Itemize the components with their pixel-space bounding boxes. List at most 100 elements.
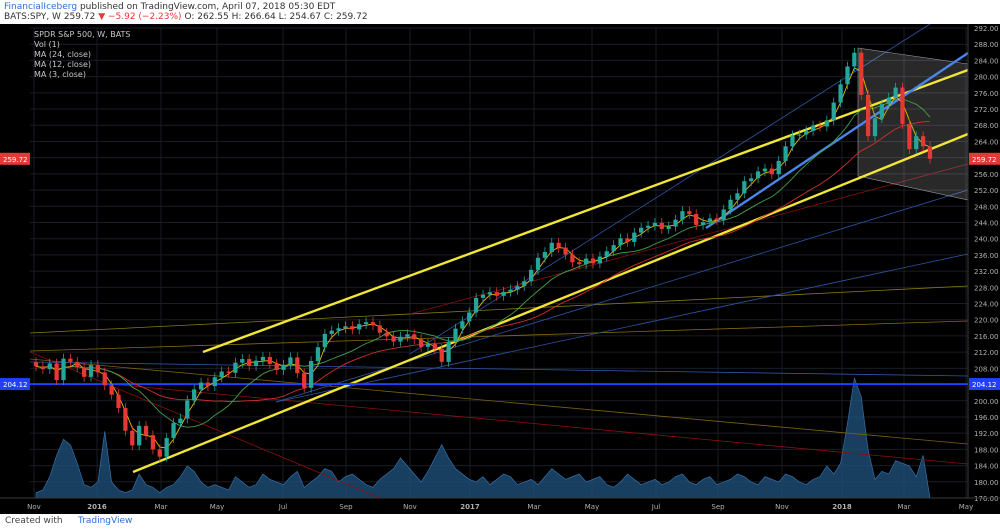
price-tick-label: 196.00 <box>974 414 999 422</box>
candle-body <box>308 361 314 388</box>
candle-body <box>501 291 506 296</box>
candle-body <box>584 258 589 265</box>
legend-title: SPDR S&P 500, W, BATS <box>34 30 131 39</box>
candle-body <box>522 281 527 287</box>
trendline-thin-7 <box>275 253 969 403</box>
candle-body <box>721 209 726 221</box>
author-link[interactable]: FinancialIceberg <box>4 2 78 12</box>
tradingview-logo-link[interactable]: TradingView <box>78 516 133 526</box>
current-price-badge <box>969 152 1000 165</box>
level-badge-left-text: 204.12 <box>3 381 28 389</box>
symbol-line: BATS:SPY, W 259.72 ▼ −5.92 (−2.23%) O: 2… <box>4 12 368 22</box>
legend-item-ma3[interactable]: MA (3, close) <box>34 70 86 79</box>
time-tick-label: Mar <box>897 503 910 511</box>
candle-body <box>226 371 231 373</box>
price-tick-label: 228.00 <box>974 284 999 292</box>
candle-body <box>192 389 197 401</box>
time-tick-label: Nov <box>27 503 41 511</box>
candle-body <box>886 97 891 105</box>
price-tick-label: 200.00 <box>974 398 999 406</box>
candle-body <box>171 423 176 439</box>
price-tick-label: 208.00 <box>974 365 999 373</box>
candle-body <box>859 52 864 95</box>
candle-body <box>453 328 458 343</box>
level-badge-left <box>0 378 30 391</box>
candle-body <box>460 321 465 329</box>
candle-body <box>343 326 348 329</box>
candle-body <box>233 362 238 373</box>
candle-body <box>143 425 149 436</box>
legend-item-ma24[interactable]: MA (24, close) <box>34 50 92 59</box>
price-tick-label: 224.00 <box>974 301 999 309</box>
candle-body <box>363 322 369 325</box>
time-tick-label: 2017 <box>460 503 480 511</box>
candle-body <box>260 357 266 361</box>
candle-body <box>810 125 816 131</box>
price-tick-label: 272.00 <box>974 106 999 114</box>
candle-body <box>418 339 424 347</box>
candle-body <box>776 160 781 175</box>
chart-area[interactable]: 292.00 288.00 284.00 280.00 276.00 272.00 268.… <box>0 23 1000 514</box>
price-tick-label: 288.00 <box>974 41 999 49</box>
trendline-thin-8 <box>275 189 969 403</box>
candle-body <box>68 358 73 362</box>
price-tick-label: 256.00 <box>974 171 999 179</box>
price-tick-label: 220.00 <box>974 317 999 325</box>
candle-body <box>920 136 926 147</box>
level-badge-text: 204.12 <box>972 381 997 389</box>
candle-body <box>900 87 905 125</box>
candle-body <box>652 222 658 226</box>
price-tick-label: 192.00 <box>974 430 999 438</box>
price-tick-label: 244.00 <box>974 219 999 227</box>
legend-item-ma12[interactable]: MA (12, close) <box>34 60 92 69</box>
current-price-badge-left-text: 259.72 <box>3 156 28 164</box>
level-badge <box>969 378 1000 391</box>
last-price: 259.72 <box>63 12 96 22</box>
candle-body <box>322 333 327 348</box>
candle-body <box>914 136 919 150</box>
trendline-thin-5 <box>29 351 381 499</box>
candle-body <box>329 330 334 334</box>
candle-body <box>116 394 121 409</box>
candle-body <box>178 418 183 424</box>
trendline-thin-4 <box>109 383 969 465</box>
candle-body <box>735 193 740 200</box>
current-price-badge-text: 259.72 <box>972 156 997 164</box>
candle-body <box>666 226 671 229</box>
time-tick-label: Nov <box>775 503 789 511</box>
publish-line: FinancialIceberg published on TradingVie… <box>4 2 335 12</box>
candle-body <box>295 357 300 374</box>
candle-body <box>838 84 843 103</box>
candle-body <box>824 120 829 127</box>
candle-body <box>432 344 437 349</box>
candle-body <box>75 361 80 368</box>
candle-body <box>336 328 341 331</box>
candle-body <box>487 292 493 295</box>
candle-body <box>412 334 417 340</box>
trendline-thin-6 <box>29 361 969 377</box>
time-tick-label: May <box>210 503 224 511</box>
candle-body <box>494 292 499 296</box>
price-tick-label: 176.00 <box>974 495 999 503</box>
symbol: BATS:SPY, W <box>4 12 61 22</box>
ohlc-values: O: 262.55 H: 266.64 L: 254.67 C: 259.72 <box>184 12 368 22</box>
candle-body <box>852 52 857 67</box>
candle-body <box>82 367 87 377</box>
candle-body <box>865 94 871 137</box>
time-tick-label: Sep <box>711 503 725 511</box>
candle-body <box>632 232 637 242</box>
candle-body <box>645 225 651 228</box>
trendline-thin-3 <box>29 358 969 445</box>
candle-body <box>102 372 107 386</box>
current-price-badge-left <box>0 152 30 165</box>
time-tick-label: 2018 <box>832 503 852 511</box>
price-tick-label: 264.00 <box>974 138 999 146</box>
candle-body <box>357 324 362 330</box>
candle-body <box>219 371 224 378</box>
candle-body <box>40 366 46 370</box>
candle-body <box>570 254 575 263</box>
candle-body <box>198 382 204 390</box>
candle-body <box>267 357 272 364</box>
legend-item-volume[interactable]: Vol (1) <box>34 40 60 49</box>
candle-body <box>639 227 644 233</box>
